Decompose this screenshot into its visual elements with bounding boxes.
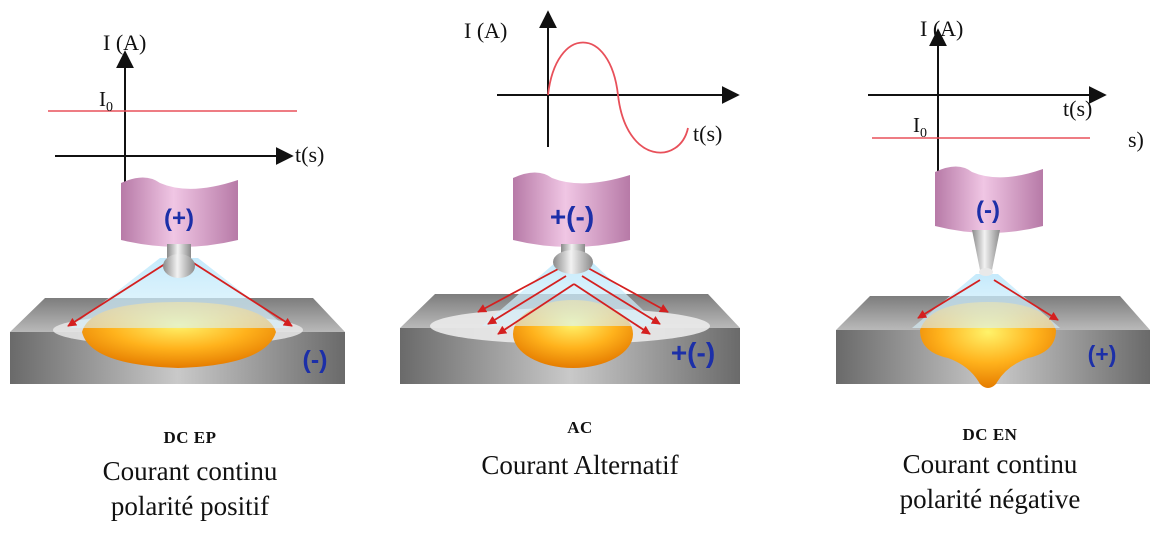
workpiece-sign: +(-) (671, 337, 715, 368)
welding-illustration-dc-ep: (+) (-) (10, 177, 345, 384)
workpiece-sign: (-) (303, 346, 328, 374)
panel-dc-en: I (A) t(s) I0 s) (-) (+) (836, 16, 1150, 388)
x-axis-label: t(s) (693, 121, 722, 146)
electrode-pointed-tip (972, 230, 1000, 270)
current-graph-dc-ep: I (A) t(s) I0 (48, 30, 324, 196)
stray-axis-label: s) (1128, 127, 1144, 152)
heat-arrow (993, 279, 1059, 321)
heat-arrow (573, 283, 651, 335)
arc-cone (70, 258, 288, 328)
heat-arrow (581, 275, 661, 325)
heat-arrow (67, 261, 169, 327)
caption-code: AC (567, 418, 593, 437)
arc-cone (912, 274, 1060, 328)
caption-dc-ep: DC EP Courant continu polarité positif (40, 428, 340, 524)
electrode-sign: (-) (976, 197, 1000, 224)
sine-wave (547, 41, 689, 154)
electrode-body (935, 166, 1043, 233)
caption-desc-line2: polarité négative (899, 484, 1081, 514)
electrode-ball-tip (553, 250, 593, 274)
electrode-sign: (+) (164, 205, 194, 232)
workpiece-sign: (+) (1088, 341, 1117, 367)
current-graph-dc-en: I (A) t(s) I0 s) (868, 16, 1144, 175)
y-axis-label: I (A) (920, 16, 963, 41)
current-graph-ac: I (A) t(s) (464, 10, 740, 154)
caption-desc-line2: polarité positif (110, 491, 270, 521)
caption-dc-en: DC EN Courant continu polarité négative (840, 425, 1140, 517)
heat-arrows (917, 279, 1059, 321)
electrode-ball-tip (163, 254, 195, 278)
current-level-label: I0 (913, 113, 927, 141)
y-axis-label: I (A) (103, 30, 146, 55)
panel-ac: I (A) t(s) +(-) +(-) (400, 10, 740, 384)
heat-arrow (587, 267, 669, 313)
caption-code: DC EP (163, 428, 217, 447)
welding-illustration-ac: +(-) +(-) (400, 172, 740, 384)
caption-desc-line1: Courant continu (102, 456, 278, 486)
heat-arrows (477, 267, 669, 335)
y-axis-label: I (A) (464, 18, 507, 43)
arc-cone (482, 262, 660, 326)
caption-code: DC EN (962, 425, 1018, 444)
current-level-label: I0 (99, 87, 113, 115)
heat-arrow (497, 283, 575, 335)
heat-arrow (191, 261, 293, 327)
electrode-tip-end (979, 268, 993, 276)
electrode-sign: +(-) (550, 201, 594, 232)
heat-arrow (917, 279, 981, 319)
caption-ac: AC Courant Alternatif (430, 418, 730, 483)
heat-arrow (487, 275, 567, 325)
panel-dc-ep: I (A) t(s) I0 (+) (-) (10, 30, 345, 384)
electrode-body (513, 172, 630, 247)
caption-desc-line1: Courant Alternatif (481, 450, 679, 480)
x-axis-label: t(s) (295, 142, 324, 167)
x-axis-label: t(s) (1063, 96, 1092, 121)
heat-arrow (477, 267, 561, 313)
welding-illustration-dc-en: (-) (+) (836, 166, 1150, 388)
heat-arrows (67, 261, 293, 327)
electrode-body (121, 177, 238, 247)
caption-desc-line1: Courant continu (902, 449, 1078, 479)
